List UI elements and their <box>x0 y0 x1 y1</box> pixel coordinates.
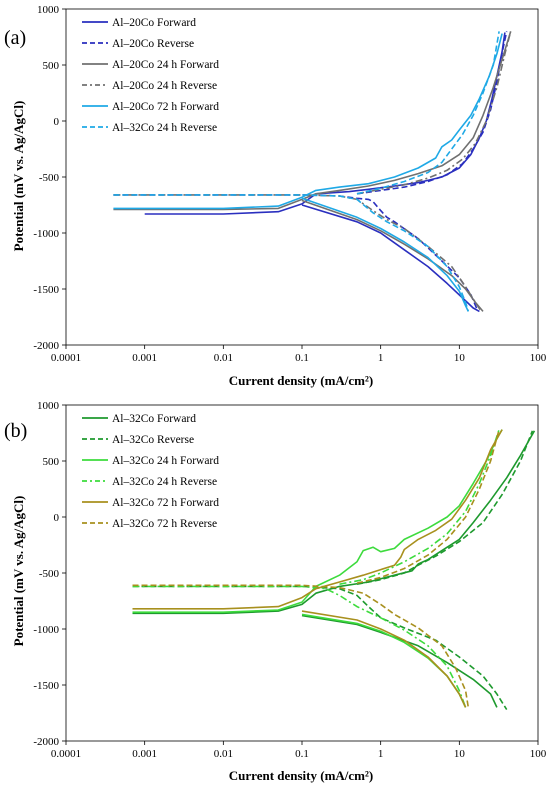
y-tick-label: 500 <box>43 60 60 72</box>
panel-a: (a) 0.0001 0.001 0.01 0.1 1 10 100 -2000 -1500 -… <box>4 4 547 388</box>
legend-label: Al–20Co Forward <box>112 17 196 29</box>
legend-label: Al–20Co 72 h Forward <box>112 101 219 113</box>
x-tick-label: 0.01 <box>214 352 233 364</box>
panel-b-y-axis-title: Potential (mV vs. Ag/AgCl) <box>11 496 26 647</box>
y-tick-label: 1000 <box>37 400 60 412</box>
series-line-b-1 <box>132 430 536 615</box>
x-tick-label: 0.1 <box>295 748 309 760</box>
x-tick-label: 100 <box>530 748 547 760</box>
x-tick-label: 0.0001 <box>51 352 81 364</box>
legend-label: Al–20Co Reverse <box>112 38 194 50</box>
series-line-a-5 <box>113 33 503 210</box>
series-line-b-5 <box>132 429 503 610</box>
series-branch-a-4 <box>356 31 512 195</box>
y-tick-label: -2000 <box>33 736 59 748</box>
series-line-a-6 <box>113 194 470 312</box>
x-tick-label: 1 <box>378 352 384 364</box>
series-branch-b-2 <box>356 430 534 585</box>
x-tick-label: 100 <box>530 352 547 364</box>
y-tick-label: -1000 <box>33 228 59 240</box>
legend-label: Al–32Co Forward <box>112 413 196 425</box>
series-branch-b-4 <box>339 429 500 585</box>
series-branch-a-6 <box>356 31 500 195</box>
series-line-a-2 <box>113 194 479 311</box>
panel-a-x-axis-title: Current density (mA/cm²) <box>229 373 373 388</box>
series-line-a-1 <box>144 32 506 215</box>
x-tick-label: 10 <box>454 352 466 364</box>
y-tick-label: 0 <box>54 512 60 524</box>
legend-label: Al–32Co 72 h Reverse <box>112 518 217 530</box>
series-branch-a-2 <box>356 31 508 195</box>
panel-b-curves <box>132 429 536 711</box>
series-branch-a-1 <box>301 204 480 313</box>
y-tick-label: -2000 <box>33 340 59 352</box>
legend-label: Al–32Co 24 h Forward <box>112 455 219 467</box>
x-tick-label: 1 <box>378 748 384 760</box>
series-line-a-3 <box>113 31 512 211</box>
panel-a-legend: Al–20Co Forward Al–20Co Reverse Al–20Co 24… <box>82 17 219 134</box>
y-tick-label: 0 <box>54 116 60 128</box>
series-branch-b-3 <box>301 613 467 708</box>
panel-b: (b) 0.0001 0.001 0.01 0.1 1 10 100 -2000 -1500 -… <box>4 400 547 783</box>
legend-label: Al–32Co 24 h Reverse <box>112 122 217 134</box>
series-branch-a-3 <box>301 199 484 312</box>
legend-label: Al–32Co 24 h Reverse <box>112 476 217 488</box>
legend-label: Al–32Co Reverse <box>112 434 194 446</box>
y-tick-label: -1000 <box>33 624 59 636</box>
x-tick-label: 0.001 <box>132 748 157 760</box>
series-branch-a-5 <box>301 197 470 312</box>
y-tick-label: -1500 <box>33 284 59 296</box>
x-tick-label: 0.001 <box>132 352 157 364</box>
legend-label: Al–20Co 24 h Reverse <box>112 80 217 92</box>
series-line-a-4 <box>113 194 482 312</box>
x-tick-label: 0.01 <box>214 748 233 760</box>
series-branch-b-1 <box>301 614 498 708</box>
y-tick-label: -500 <box>39 568 60 580</box>
x-tick-label: 0.0001 <box>51 748 81 760</box>
x-tick-label: 0.1 <box>295 352 309 364</box>
panel-a-label: (a) <box>4 27 26 49</box>
series-line-b-3 <box>132 429 503 613</box>
series-branch-b-5 <box>301 610 467 708</box>
legend-label: Al–20Co 24 h Forward <box>112 59 219 71</box>
series-line-b-2 <box>132 585 508 711</box>
panel-a-y-axis-title: Potential (mV vs. Ag/AgCl) <box>11 101 26 252</box>
x-tick-label: 10 <box>454 748 466 760</box>
panel-b-x-axis-title: Current density (mA/cm²) <box>229 768 373 783</box>
panel-b-label: (b) <box>4 420 27 442</box>
y-tick-label: -500 <box>39 172 60 184</box>
series-line-b-6 <box>132 584 470 708</box>
y-tick-label: 500 <box>43 456 60 468</box>
panel-a-curves <box>113 31 512 313</box>
series-branch-b-6 <box>356 429 500 584</box>
legend-label: Al–32Co 72 h Forward <box>112 497 219 509</box>
panel-b-legend: Al–32Co Forward Al–32Co Reverse Al–32Co 24… <box>82 413 219 530</box>
y-tick-label: 1000 <box>37 4 60 16</box>
y-tick-label: -1500 <box>33 680 59 692</box>
